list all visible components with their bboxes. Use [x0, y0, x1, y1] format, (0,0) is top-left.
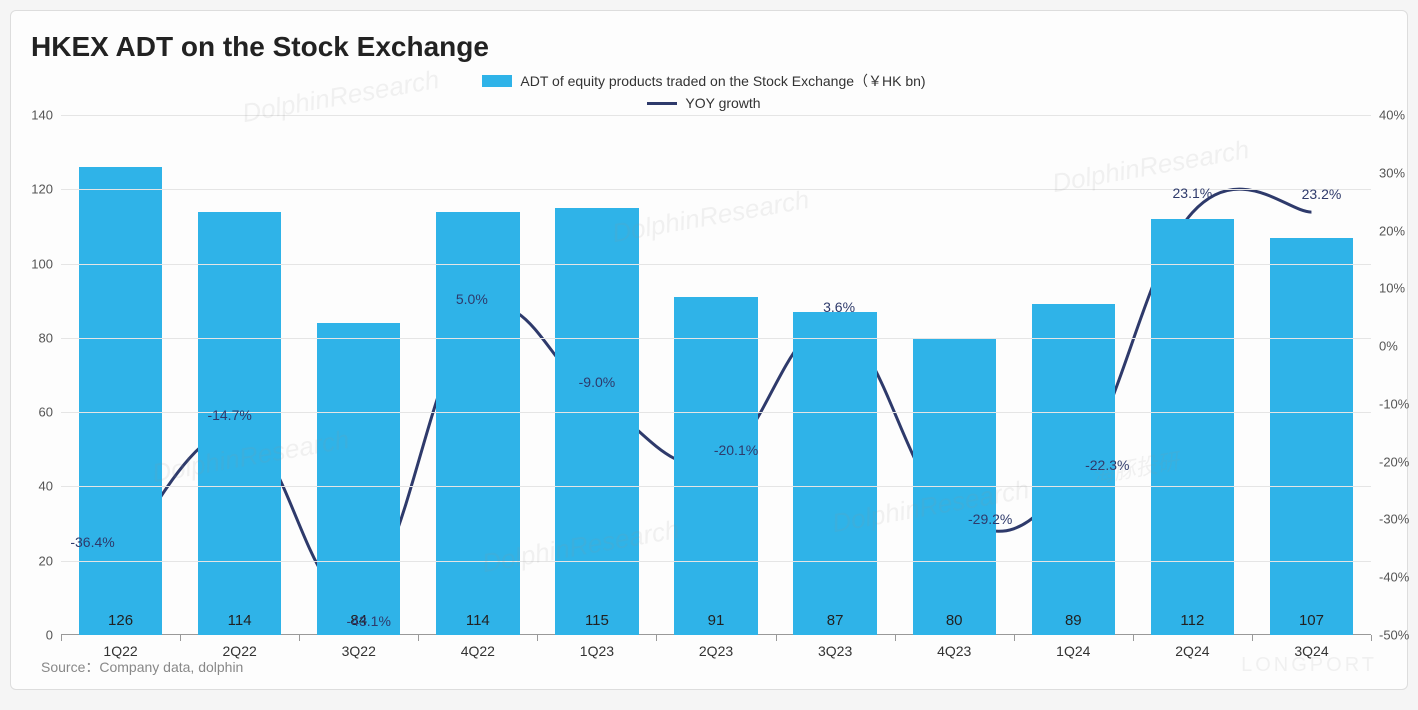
bar: 87 [793, 312, 876, 635]
bar: 91 [674, 297, 757, 635]
x-tick [537, 635, 538, 641]
line-data-label: -36.4% [70, 534, 114, 550]
line-data-label: -43.1% [347, 613, 391, 629]
x-tick [180, 635, 181, 641]
bar: 126 [79, 167, 162, 635]
bar-group: 843Q22 [299, 115, 418, 635]
x-axis-label: 4Q23 [937, 643, 971, 659]
x-tick [656, 635, 657, 641]
x-axis-label: 1Q23 [580, 643, 614, 659]
line-data-label: 3.6% [823, 299, 855, 315]
bar: 114 [198, 212, 281, 635]
x-tick [299, 635, 300, 641]
y-right-tick-label: 30% [1379, 165, 1405, 180]
line-data-label: 23.2% [1302, 186, 1342, 202]
y-right-tick-label: -40% [1379, 570, 1409, 585]
y-left-tick-label: 40 [39, 479, 53, 494]
bar: 112 [1151, 219, 1234, 635]
bar-value-label: 114 [228, 612, 252, 629]
bar-value-label: 115 [585, 612, 609, 629]
chart-container: HKEX ADT on the Stock Exchange ADT of eq… [10, 10, 1408, 690]
bar-value-label: 126 [108, 612, 133, 629]
bar: 84 [317, 323, 400, 635]
grid-line [61, 264, 1371, 265]
y-left-tick-label: 20 [39, 553, 53, 568]
y-right-tick-label: 0% [1379, 339, 1398, 354]
grid-line [61, 412, 1371, 413]
grid-line [61, 115, 1371, 116]
bar-value-label: 87 [827, 612, 844, 629]
bar-group: 873Q23 [776, 115, 895, 635]
legend-bar-swatch [482, 75, 512, 87]
y-left-tick-label: 120 [31, 182, 53, 197]
x-tick [1252, 635, 1253, 641]
bar-group: 1142Q22 [180, 115, 299, 635]
line-data-label: -14.7% [207, 407, 251, 423]
bar-group: 1144Q22 [418, 115, 537, 635]
bar-value-label: 80 [946, 612, 963, 629]
legend-line-swatch [647, 102, 677, 105]
grid-line [61, 486, 1371, 487]
plot-area: 1261Q221142Q22843Q221144Q221151Q23912Q23… [61, 115, 1371, 635]
x-tick [1371, 635, 1372, 641]
bar-group: 804Q23 [895, 115, 1014, 635]
legend: ADT of equity products traded on the Sto… [31, 71, 1377, 111]
bar-value-label: 91 [708, 612, 725, 629]
x-axis-label: 3Q23 [818, 643, 852, 659]
x-tick [1014, 635, 1015, 641]
x-axis-label: 2Q24 [1175, 643, 1209, 659]
bar: 107 [1270, 238, 1353, 635]
bar: 115 [555, 208, 638, 635]
line-data-label: -20.1% [714, 442, 758, 458]
bar-group: 912Q23 [656, 115, 775, 635]
y-left-tick-label: 100 [31, 256, 53, 271]
x-tick [61, 635, 62, 641]
x-axis-label: 2Q23 [699, 643, 733, 659]
y-right-tick-label: -10% [1379, 396, 1409, 411]
x-axis-label: 4Q22 [461, 643, 495, 659]
bar-group: 1261Q22 [61, 115, 180, 635]
bar-value-label: 112 [1180, 612, 1204, 629]
y-right-tick-label: 40% [1379, 108, 1405, 123]
bar-value-label: 114 [466, 612, 490, 629]
y-left-tick-label: 0 [46, 628, 53, 643]
x-tick [776, 635, 777, 641]
line-data-label: 5.0% [456, 291, 488, 307]
bar: 114 [436, 212, 519, 635]
y-right-tick-label: -30% [1379, 512, 1409, 527]
y-left-tick-label: 60 [39, 405, 53, 420]
y-left-tick-label: 80 [39, 330, 53, 345]
y-right-tick-label: -50% [1379, 628, 1409, 643]
line-data-label: -29.2% [968, 511, 1012, 527]
line-data-label: -22.3% [1085, 457, 1129, 473]
x-axis-label: 3Q24 [1294, 643, 1328, 659]
source-text: Source：Company data, dolphin [41, 657, 243, 677]
y-left-tick-label: 140 [31, 108, 53, 123]
grid-line [61, 561, 1371, 562]
chart-title: HKEX ADT on the Stock Exchange [31, 31, 1377, 63]
bar-value-label: 89 [1065, 612, 1082, 629]
legend-line-label: YOY growth [685, 95, 760, 111]
bar-group: 891Q24 [1014, 115, 1133, 635]
y-right-tick-label: 10% [1379, 281, 1405, 296]
line-data-label: -9.0% [579, 374, 616, 390]
line-data-label: 23.1% [1173, 185, 1213, 201]
x-tick [418, 635, 419, 641]
legend-line-row: YOY growth [31, 95, 1377, 111]
legend-bar-row: ADT of equity products traded on the Sto… [31, 71, 1377, 91]
y-right-tick-label: -20% [1379, 454, 1409, 469]
x-axis-label: 3Q22 [342, 643, 376, 659]
bar-value-label: 107 [1299, 612, 1324, 629]
x-tick [1133, 635, 1134, 641]
y-right-tick-label: 20% [1379, 223, 1405, 238]
grid-line [61, 338, 1371, 339]
legend-bar-label: ADT of equity products traded on the Sto… [520, 71, 925, 91]
x-tick [895, 635, 896, 641]
x-axis-label: 1Q24 [1056, 643, 1090, 659]
